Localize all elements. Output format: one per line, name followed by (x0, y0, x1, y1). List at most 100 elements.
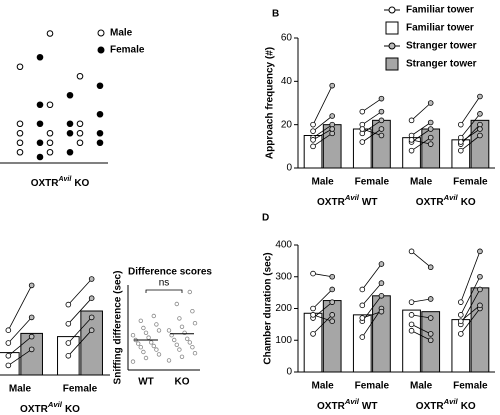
y-tick-label: 200 (275, 303, 292, 314)
y-axis-label: Sniffing difference (sec) (113, 271, 124, 385)
pair-line (460, 305, 481, 322)
point (458, 139, 464, 145)
dot (46, 101, 54, 109)
y-axis-label: Chamber duration (sec) (263, 252, 274, 364)
pair-line (361, 282, 382, 306)
legend-swatch (385, 21, 399, 35)
point (408, 312, 415, 318)
dot (130, 359, 136, 364)
dot (192, 321, 198, 326)
dot (36, 139, 44, 147)
point (65, 352, 72, 359)
pair-line (460, 251, 481, 303)
point (329, 126, 335, 132)
point (477, 126, 483, 132)
point (5, 362, 12, 369)
legend-marker (97, 29, 105, 37)
x-tick-label: Male (410, 177, 433, 188)
label-sup: Avil (443, 397, 459, 406)
point (477, 273, 483, 280)
point (477, 132, 483, 139)
pair-line (312, 314, 333, 322)
pair-line (460, 124, 481, 145)
label-suffix: KO (461, 401, 476, 412)
point (378, 261, 385, 267)
point (458, 318, 464, 325)
point (378, 308, 385, 315)
point (359, 315, 366, 321)
point (477, 302, 483, 309)
dot (36, 53, 44, 61)
label-suffix: KO (461, 197, 476, 208)
point (88, 314, 95, 321)
pair-line (411, 139, 431, 145)
point (329, 312, 335, 318)
point (427, 141, 434, 147)
panel-letter: D (262, 213, 269, 224)
point (359, 334, 366, 340)
dot (96, 139, 104, 147)
pair-line (68, 329, 92, 357)
label-suffix: WT (362, 197, 378, 208)
dot (135, 341, 141, 346)
dot (151, 313, 156, 319)
point (378, 280, 385, 286)
dot (143, 330, 149, 335)
pair-line (362, 111, 382, 125)
point (310, 143, 316, 150)
dot (148, 340, 154, 345)
legend-swatch (385, 57, 399, 71)
point (427, 100, 434, 106)
point (378, 292, 385, 299)
pair-line (411, 128, 431, 143)
dot (16, 139, 24, 147)
pair-line (362, 128, 382, 136)
pair-line (361, 308, 382, 338)
point (408, 248, 415, 255)
point (378, 117, 385, 124)
bar (451, 319, 471, 373)
pair-line (312, 289, 333, 309)
point (408, 137, 415, 143)
group-label: OXTRAvil KO (20, 400, 80, 415)
dot (179, 354, 185, 359)
y-tick-label: 300 (275, 271, 292, 282)
legend-label: Stranger tower (406, 41, 477, 52)
legend-marker (97, 46, 105, 54)
dot (141, 349, 146, 355)
label-base: OXTR (416, 401, 445, 412)
dot (146, 335, 151, 340)
dot (66, 129, 74, 137)
dot (66, 120, 74, 128)
pair-line (411, 102, 431, 121)
dot (192, 351, 198, 356)
bar (402, 309, 421, 373)
pair-line (460, 96, 481, 125)
y-tick-label: 60 (281, 33, 293, 44)
dot (156, 352, 162, 357)
dot (187, 340, 192, 345)
point (359, 139, 366, 145)
point (458, 312, 464, 318)
y-tick-label: 0 (286, 163, 292, 174)
point (5, 352, 12, 359)
dot (184, 336, 190, 341)
y-tick-label: 0 (286, 367, 292, 378)
pair-line (411, 314, 431, 319)
point (427, 296, 434, 302)
dot (166, 358, 172, 363)
point (427, 119, 434, 126)
dot (46, 148, 54, 156)
dot (96, 129, 104, 137)
label-sup: Avil (344, 193, 360, 202)
dot (46, 30, 54, 37)
bar (20, 332, 43, 376)
dot (138, 318, 143, 323)
pair-line (362, 120, 382, 134)
point (378, 132, 385, 139)
dot (151, 343, 156, 349)
point (310, 305, 316, 312)
pair-line (362, 98, 382, 112)
pair-line (312, 314, 333, 335)
